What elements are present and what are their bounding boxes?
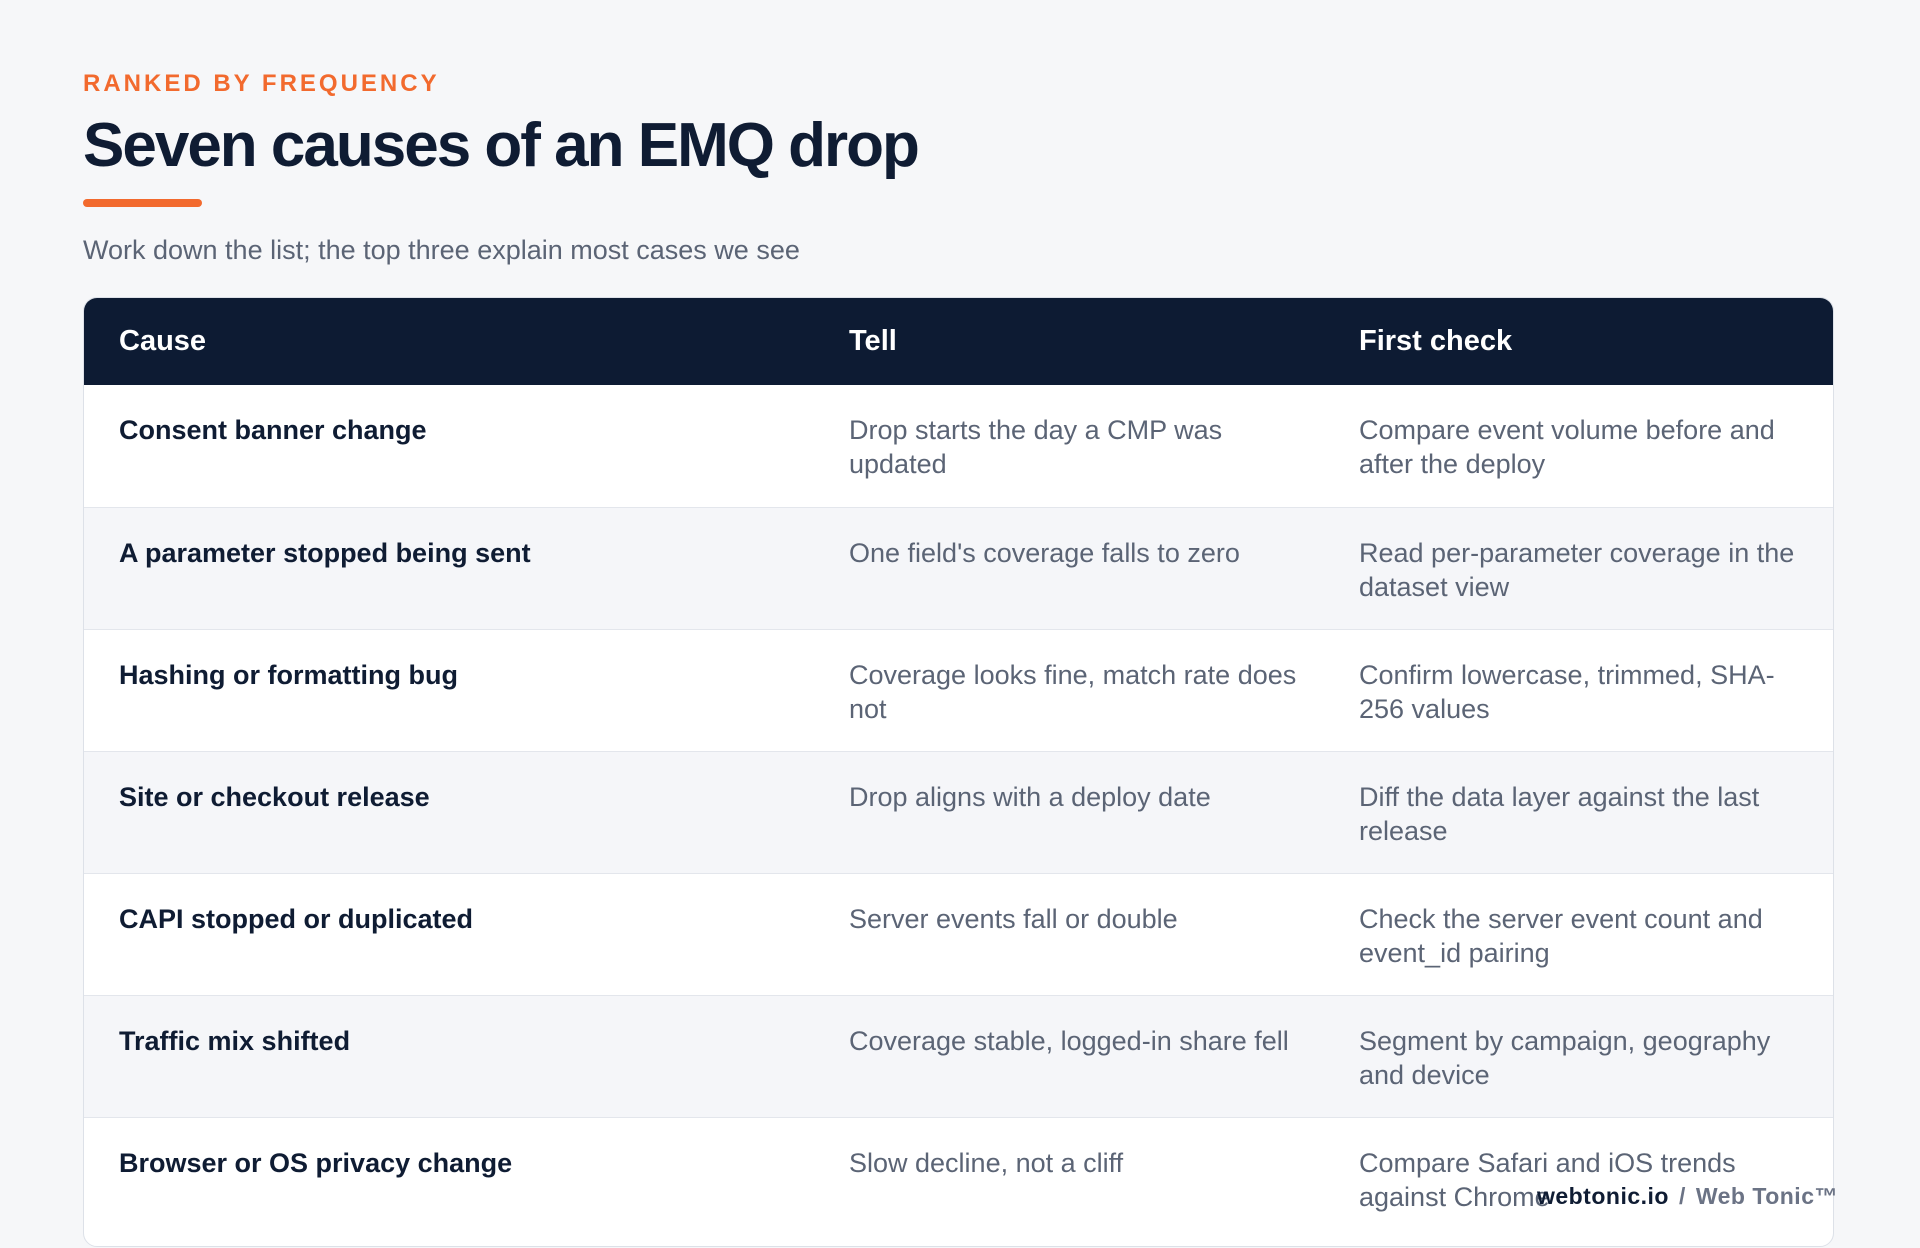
- cause-cell: Site or checkout release: [119, 782, 430, 812]
- tell-cell: Drop aligns with a deploy date: [849, 782, 1211, 812]
- brand-domain: webtonic.io: [1536, 1183, 1669, 1209]
- cause-cell: Browser or OS privacy change: [119, 1148, 513, 1178]
- tell-cell: One field's coverage falls to zero: [849, 538, 1240, 568]
- first-check-cell: Segment by campaign, geography and devic…: [1359, 1026, 1771, 1090]
- table-row: Hashing or formatting bug Coverage looks…: [84, 629, 1833, 751]
- cause-cell: A parameter stopped being sent: [119, 538, 531, 568]
- tell-cell: Server events fall or double: [849, 904, 1178, 934]
- table-row: CAPI stopped or duplicated Server events…: [84, 873, 1833, 995]
- first-check-cell: Confirm lowercase, trimmed, SHA-256 valu…: [1359, 660, 1775, 724]
- tell-cell: Slow decline, not a cliff: [849, 1148, 1124, 1178]
- tell-cell: Drop starts the day a CMP was updated: [849, 415, 1223, 479]
- table-row: A parameter stopped being sent One field…: [84, 507, 1833, 629]
- first-check-cell: Compare event volume before and after th…: [1359, 415, 1775, 479]
- tell-cell: Coverage looks fine, match rate does not: [849, 660, 1297, 724]
- title-accent-bar: [83, 199, 202, 207]
- brand-name: Web Tonic™: [1695, 1183, 1838, 1209]
- table-row: Consent banner change Drop starts the da…: [84, 385, 1833, 507]
- cause-cell: Consent banner change: [119, 415, 427, 445]
- table-row: Traffic mix shifted Coverage stable, log…: [84, 995, 1833, 1117]
- first-check-cell: Read per-parameter coverage in the datas…: [1359, 538, 1795, 602]
- brand-separator: /: [1678, 1183, 1686, 1209]
- eyebrow-label: RANKED BY FREQUENCY: [83, 70, 440, 97]
- cause-cell: Traffic mix shifted: [119, 1026, 351, 1056]
- cause-cell: Hashing or formatting bug: [119, 660, 458, 690]
- first-check-cell: Check the server event count and event_i…: [1359, 904, 1763, 968]
- first-check-cell: Compare Safari and iOS trends against Ch…: [1359, 1148, 1736, 1212]
- first-check-cell: Diff the data layer against the last rel…: [1359, 782, 1760, 846]
- page-subtitle: Work down the list; the top three explai…: [83, 235, 800, 265]
- brand-footer: webtonic.io / Web Tonic™: [1537, 1183, 1838, 1210]
- column-header-first-check: First check: [1359, 325, 1513, 357]
- table-body: Consent banner change Drop starts the da…: [84, 385, 1833, 1239]
- causes-table: Cause Tell First check Consent banner ch…: [83, 297, 1834, 1247]
- column-header-tell: Tell: [849, 325, 897, 357]
- table-row: Site or checkout release Drop aligns wit…: [84, 751, 1833, 873]
- tell-cell: Coverage stable, logged-in share fell: [849, 1026, 1289, 1056]
- cause-cell: CAPI stopped or duplicated: [119, 904, 474, 934]
- column-header-cause: Cause: [119, 325, 207, 357]
- table-row: Browser or OS privacy change Slow declin…: [84, 1117, 1833, 1239]
- table-header: Cause Tell First check: [84, 298, 1833, 385]
- page-title: Seven causes of an EMQ drop: [83, 111, 920, 180]
